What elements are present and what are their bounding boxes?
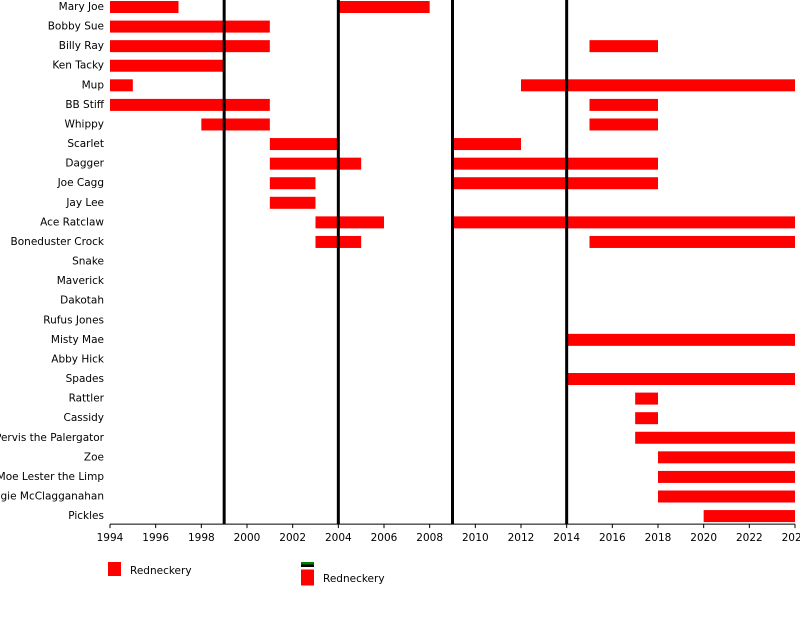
row-label: Ken Tacky bbox=[52, 60, 104, 72]
legend-swatch bbox=[301, 569, 314, 586]
row-label: Cassidy bbox=[63, 412, 104, 424]
row-label: Rattler bbox=[69, 393, 105, 405]
x-tick-label: 2024 bbox=[782, 532, 800, 544]
span-bar bbox=[338, 1, 430, 13]
span-bar bbox=[658, 470, 795, 483]
span-bar bbox=[315, 216, 384, 229]
row-label: Rufus Jones bbox=[43, 314, 104, 326]
row-label: Joe Cagg bbox=[57, 177, 104, 189]
span-bar bbox=[110, 79, 133, 92]
legend-swatch bbox=[108, 562, 121, 576]
x-tick-label: 2006 bbox=[371, 532, 398, 544]
x-tick-label: 1996 bbox=[142, 532, 169, 544]
span-bar bbox=[201, 118, 270, 131]
span-bar bbox=[452, 177, 658, 190]
span-bar bbox=[269, 157, 362, 170]
row-label: Jay Lee bbox=[65, 197, 104, 209]
row-label: Jiggie McClagganahan bbox=[0, 491, 104, 503]
legend-swatch bbox=[301, 562, 314, 565]
x-tick-label: 2008 bbox=[416, 532, 443, 544]
x-tick-label: 1998 bbox=[188, 532, 215, 544]
x-tick-label: 2010 bbox=[462, 532, 489, 544]
row-label: Whippy bbox=[65, 118, 105, 130]
row-label: Pickles bbox=[68, 510, 104, 522]
span-bar bbox=[635, 392, 658, 405]
row-label: Mary Joe bbox=[59, 1, 104, 13]
span-bar bbox=[110, 59, 225, 72]
row-label: Dakotah bbox=[60, 295, 104, 307]
legend-label: Redneckery bbox=[130, 565, 192, 577]
span-bar bbox=[703, 510, 795, 523]
span-bar bbox=[635, 412, 658, 425]
span-bar bbox=[658, 490, 795, 503]
row-label: Bobby Sue bbox=[48, 21, 104, 33]
span-bar bbox=[635, 431, 795, 444]
row-label: Zoe bbox=[84, 451, 104, 463]
span-bar bbox=[269, 196, 316, 209]
x-tick-label: 2004 bbox=[325, 532, 352, 544]
span-bar bbox=[110, 40, 270, 53]
x-tick-label: 2022 bbox=[736, 532, 763, 544]
span-bar bbox=[452, 216, 795, 229]
row-label: Moe Lester the Limp bbox=[0, 471, 104, 483]
x-tick-label: 2018 bbox=[645, 532, 672, 544]
span-bar bbox=[452, 157, 658, 170]
row-label: Ace Ratclaw bbox=[40, 216, 104, 228]
span-bar bbox=[110, 98, 270, 111]
x-tick-label: 2014 bbox=[553, 532, 580, 544]
row-label: Billy Ray bbox=[59, 40, 104, 52]
span-bar bbox=[589, 40, 658, 53]
span-bar bbox=[658, 451, 795, 464]
x-tick-label: 2016 bbox=[599, 532, 626, 544]
row-label: Pervis the Palergator bbox=[0, 432, 105, 444]
span-bar bbox=[452, 138, 521, 151]
span-bar bbox=[566, 333, 795, 346]
row-label: Misty Mae bbox=[51, 334, 104, 346]
x-tick-label: 1994 bbox=[97, 532, 124, 544]
span-bar bbox=[521, 79, 795, 92]
legend-swatch bbox=[301, 564, 314, 567]
span-bar bbox=[566, 373, 795, 386]
legend-label: Redneckery bbox=[323, 573, 385, 585]
span-bar bbox=[589, 235, 795, 248]
x-tick-label: 2020 bbox=[690, 532, 717, 544]
x-tick-label: 2002 bbox=[279, 532, 306, 544]
span-bar bbox=[110, 1, 179, 13]
x-tick-label: 2012 bbox=[508, 532, 535, 544]
span-bar bbox=[589, 98, 658, 111]
row-label: Dagger bbox=[65, 158, 104, 170]
span-bar bbox=[269, 138, 339, 151]
span-bar bbox=[110, 20, 270, 33]
row-label: Boneduster Crock bbox=[11, 236, 105, 248]
span-bar bbox=[589, 118, 658, 131]
row-label: Mup bbox=[82, 79, 105, 91]
row-label: Spades bbox=[66, 373, 104, 385]
row-label: Maverick bbox=[57, 275, 105, 287]
span-bar bbox=[269, 177, 316, 190]
row-label: Abby Hick bbox=[51, 353, 105, 365]
row-label: Scarlet bbox=[67, 138, 104, 150]
x-tick-label: 2000 bbox=[234, 532, 261, 544]
row-label: BB Stiff bbox=[65, 99, 104, 111]
row-label: Snake bbox=[72, 256, 104, 268]
